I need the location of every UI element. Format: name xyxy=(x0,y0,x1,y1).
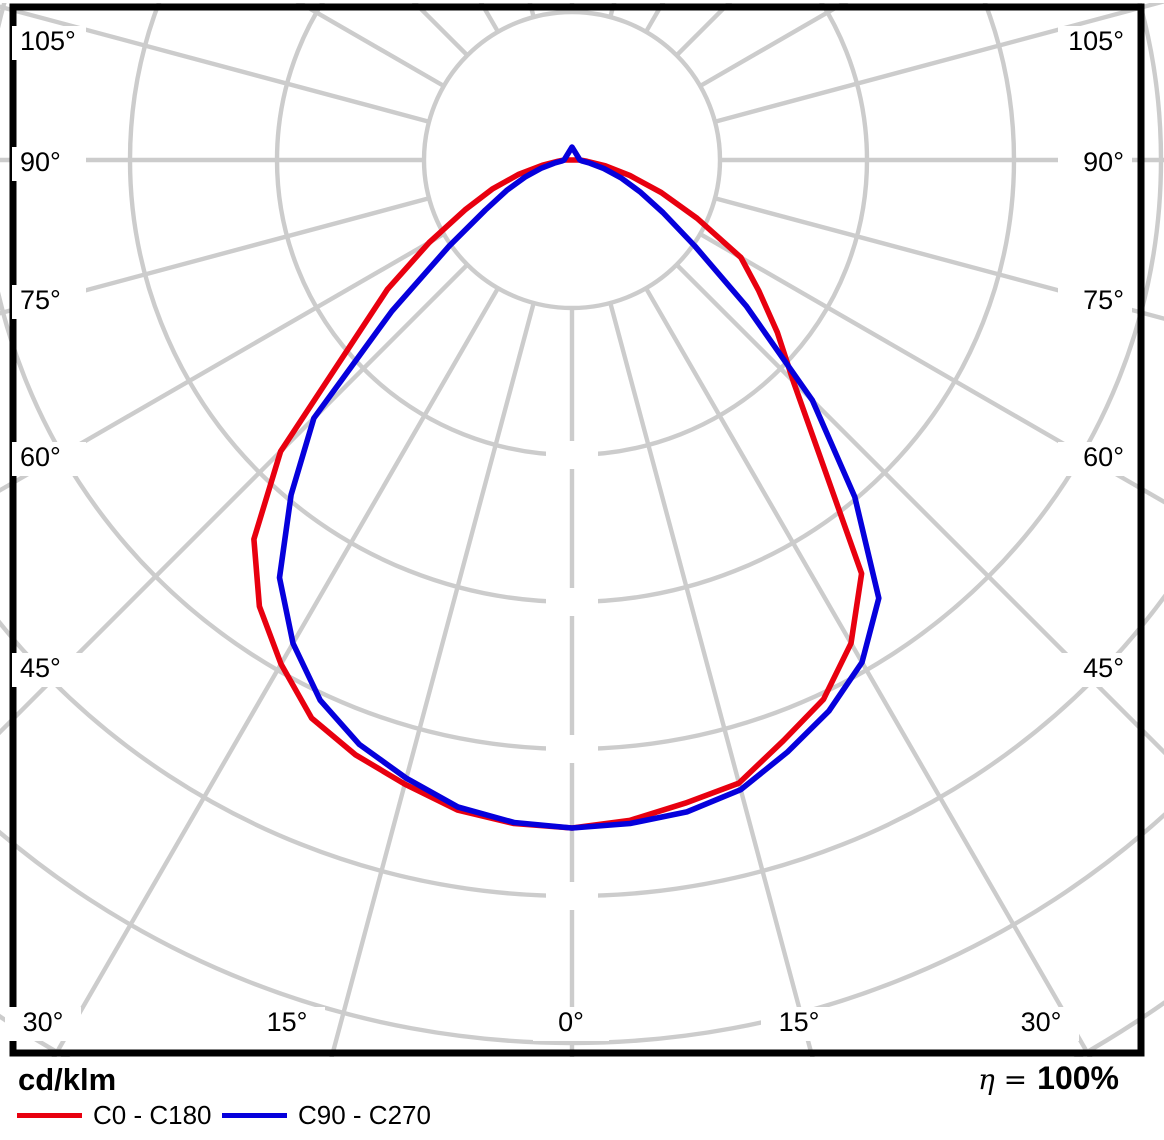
label-mask xyxy=(12,442,86,476)
axis-gap-mask xyxy=(546,588,598,616)
legend-label-c0-c180: C0 - C180 xyxy=(93,1100,212,1130)
angle-label-right: 45° xyxy=(1083,653,1124,683)
axis-gap-masks xyxy=(546,441,598,910)
label-mask xyxy=(1058,442,1132,476)
angle-label-right: 60° xyxy=(1083,442,1124,472)
curve-c0-c180 xyxy=(251,157,865,831)
angle-label-left: 105° xyxy=(20,26,76,56)
angle-label-bottom: 15° xyxy=(779,1007,820,1037)
angle-label-right: 90° xyxy=(1083,147,1124,177)
grid-ray xyxy=(0,4,430,124)
label-mask xyxy=(249,1007,325,1041)
light-output-ratio: η = 100% xyxy=(978,1060,1119,1097)
angle-label-bottom: 30° xyxy=(1021,1007,1062,1037)
grid-ring xyxy=(0,0,1164,752)
angle-label-left: 45° xyxy=(20,653,61,683)
grid-ray xyxy=(644,287,1141,1140)
top-margin-mask xyxy=(0,0,1164,3)
grid-ray xyxy=(699,232,1164,505)
label-mask xyxy=(1058,147,1132,181)
angle-label-bottom: 15° xyxy=(267,1007,308,1037)
grid-ray xyxy=(0,232,445,493)
legend-line-blue-icon xyxy=(222,1113,287,1118)
label-mask xyxy=(12,653,86,687)
grid-ray xyxy=(3,287,500,1140)
grid-ray xyxy=(0,196,430,316)
label-mask xyxy=(5,1007,81,1041)
legend-line-red-icon xyxy=(17,1113,82,1118)
grid-ray xyxy=(307,302,536,1140)
chart-frame xyxy=(9,3,1145,1057)
label-mask xyxy=(12,285,86,319)
angle-label-right: 75° xyxy=(1083,285,1124,315)
label-mask xyxy=(12,26,86,60)
angle-label-bottom: 30° xyxy=(23,1007,64,1037)
label-mask xyxy=(1058,653,1132,687)
label-mask xyxy=(1058,26,1132,60)
label-mask xyxy=(1058,285,1132,319)
label-mask xyxy=(761,1007,837,1041)
radial-unit-label: cd/klm xyxy=(18,1062,117,1097)
angle-label-left: 75° xyxy=(20,285,61,315)
angle-label-left: 60° xyxy=(20,442,61,472)
axis-gap-mask xyxy=(546,735,598,763)
grid-ray xyxy=(608,302,837,1140)
eta-symbol: η = xyxy=(978,1063,1028,1096)
grid-ray xyxy=(714,0,1164,124)
legend-label-c90-c270: C90 - C270 xyxy=(298,1100,431,1130)
curve-c90-c270 xyxy=(276,144,882,831)
label-mask xyxy=(533,1007,609,1041)
axis-gap-mask xyxy=(546,882,598,910)
angle-label-right: 105° xyxy=(1068,26,1124,56)
eta-value: 100% xyxy=(1037,1060,1119,1096)
angle-label-left: 90° xyxy=(20,147,61,177)
angle-label-bottom: 0° xyxy=(558,1007,584,1037)
legend-item-c90-c270: C90 - C270 xyxy=(222,1100,431,1131)
angle-labels: 105° 105° 90° 90° 75° 75° 60° 60° 45° 45° 30° 15° 0°… xyxy=(5,26,1132,1041)
label-mask xyxy=(1003,1007,1079,1041)
legend-item-c0-c180: C0 - C180 xyxy=(17,1100,212,1131)
axis-gap-mask xyxy=(546,441,598,469)
grid-ray xyxy=(675,263,1164,756)
grid-ray xyxy=(714,196,1164,321)
bottom-margin-mask xyxy=(0,1057,1164,1140)
label-mask xyxy=(12,147,86,181)
